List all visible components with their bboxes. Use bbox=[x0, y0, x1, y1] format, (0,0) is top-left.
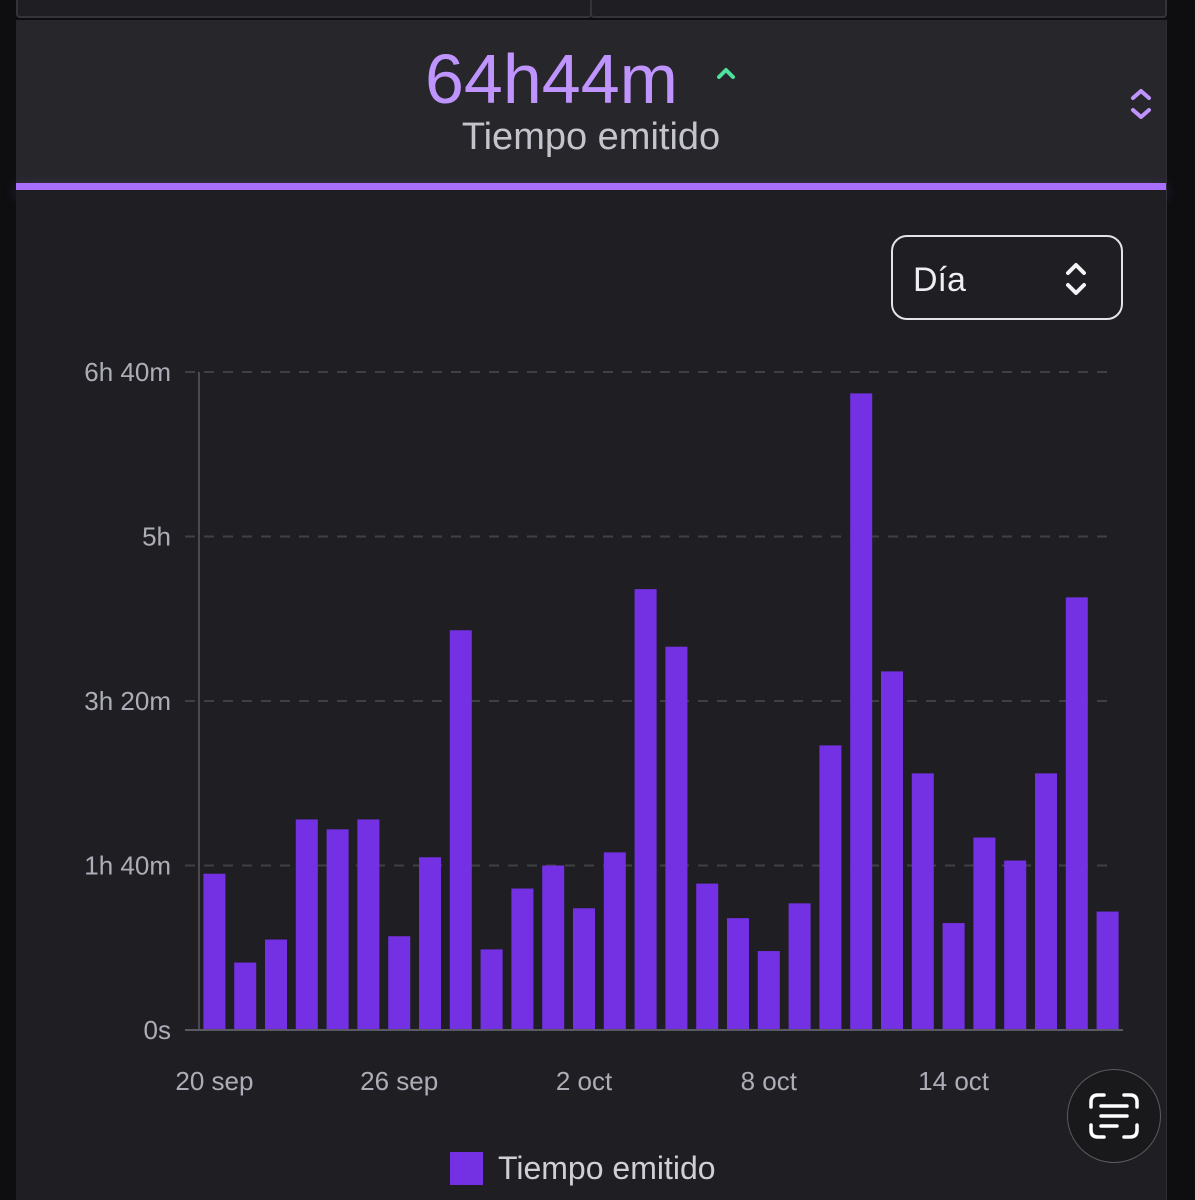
bar[interactable] bbox=[388, 936, 411, 1030]
bar[interactable] bbox=[788, 903, 811, 1030]
stat-header[interactable]: 64h44m Tiempo emitido bbox=[16, 20, 1166, 183]
bar-series bbox=[203, 393, 1119, 1031]
bar[interactable] bbox=[634, 589, 657, 1030]
bar[interactable] bbox=[542, 865, 565, 1031]
chevron-up-down-icon bbox=[1063, 260, 1089, 298]
bar[interactable] bbox=[973, 837, 996, 1030]
bar[interactable] bbox=[480, 949, 503, 1030]
bar[interactable] bbox=[295, 819, 318, 1030]
bar[interactable] bbox=[850, 393, 873, 1030]
period-select-value: Día bbox=[913, 261, 966, 299]
bar[interactable] bbox=[357, 819, 380, 1030]
bar[interactable] bbox=[603, 852, 626, 1030]
bar[interactable] bbox=[727, 918, 749, 1030]
bar[interactable] bbox=[234, 962, 257, 1030]
bar[interactable] bbox=[881, 671, 903, 1030]
bar[interactable] bbox=[911, 773, 934, 1030]
sort-arrows-icon[interactable] bbox=[1128, 86, 1154, 122]
stat-value: 64h44m bbox=[425, 40, 678, 118]
active-stat-indicator bbox=[16, 183, 1166, 190]
period-select[interactable]: Día bbox=[891, 235, 1123, 320]
bar[interactable] bbox=[573, 908, 595, 1030]
previous-stat-card-right[interactable] bbox=[590, 0, 1167, 18]
live-text-button[interactable] bbox=[1067, 1069, 1161, 1163]
chart-legend[interactable]: Tiempo emitido bbox=[450, 1150, 716, 1186]
bar[interactable] bbox=[449, 630, 472, 1030]
chevron-up-icon bbox=[715, 65, 737, 81]
live-text-icon bbox=[1089, 1093, 1139, 1139]
bar[interactable] bbox=[696, 883, 719, 1030]
bar[interactable] bbox=[819, 745, 842, 1030]
legend-swatch bbox=[450, 1151, 483, 1185]
bar[interactable] bbox=[511, 888, 534, 1030]
bar[interactable] bbox=[419, 857, 441, 1030]
bar[interactable] bbox=[203, 873, 226, 1030]
bar[interactable] bbox=[326, 829, 349, 1030]
chart-panel: Día bbox=[16, 190, 1166, 1200]
bar[interactable] bbox=[265, 939, 287, 1030]
bar[interactable] bbox=[1065, 597, 1088, 1030]
legend-label: Tiempo emitido bbox=[498, 1150, 716, 1186]
bar[interactable] bbox=[1096, 911, 1119, 1030]
bar[interactable] bbox=[665, 646, 688, 1030]
bar[interactable] bbox=[757, 951, 780, 1030]
previous-stat-card-left[interactable] bbox=[16, 0, 592, 18]
bar[interactable] bbox=[942, 923, 965, 1030]
bar[interactable] bbox=[1004, 860, 1027, 1030]
stat-label: Tiempo emitido bbox=[461, 116, 721, 158]
bar[interactable] bbox=[1035, 773, 1057, 1030]
